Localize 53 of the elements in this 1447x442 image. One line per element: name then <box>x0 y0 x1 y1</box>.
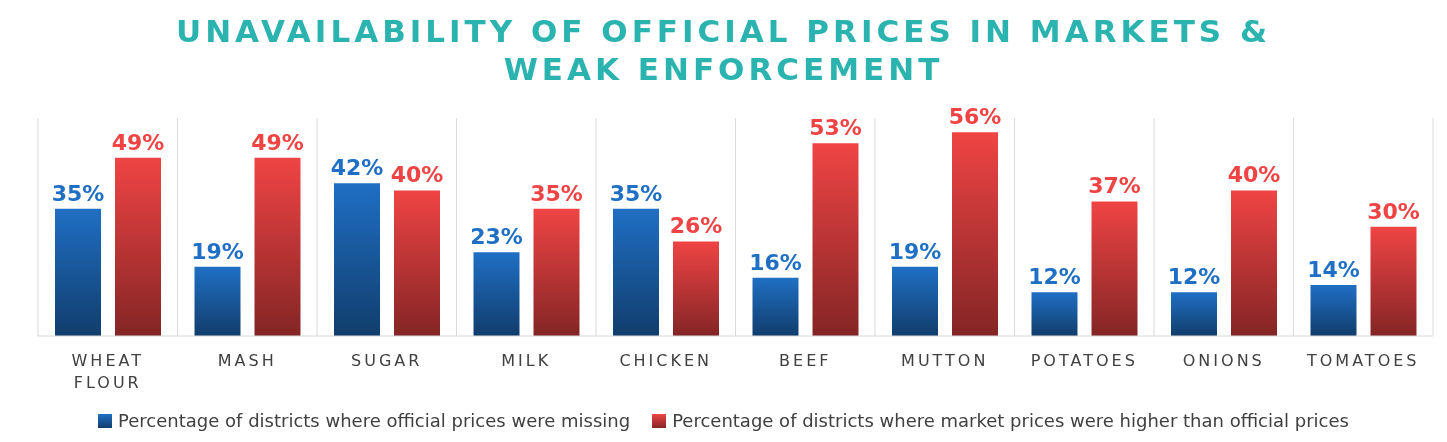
bar <box>194 266 241 336</box>
bar <box>752 277 799 336</box>
bar <box>952 132 998 336</box>
data-label: 19% <box>191 238 244 264</box>
data-label: 23% <box>470 224 523 250</box>
data-label: 30% <box>1367 198 1420 224</box>
x-tick-label: MASH <box>217 351 277 370</box>
data-label: 49% <box>111 129 165 155</box>
bar <box>115 157 161 336</box>
bar <box>1310 285 1357 336</box>
data-label: 56% <box>948 104 1002 130</box>
bar <box>892 266 938 336</box>
data-label: 16% <box>749 249 802 275</box>
bar <box>812 143 859 336</box>
bar <box>1231 190 1277 336</box>
bar <box>1370 226 1417 336</box>
data-label: 35% <box>51 180 105 206</box>
bar <box>473 252 520 336</box>
bar <box>55 208 101 336</box>
x-tick-label: MILK <box>501 351 552 370</box>
x-tick-label: CHICKEN <box>619 351 713 370</box>
data-label: 53% <box>809 115 862 141</box>
x-tick-label: TOMATOES <box>1305 351 1420 370</box>
bar <box>254 157 301 336</box>
data-label: 42% <box>330 155 384 181</box>
data-label: 35% <box>530 180 583 206</box>
data-label: 37% <box>1088 173 1141 199</box>
x-tick-label: ONIONS <box>1182 351 1265 370</box>
x-tick-label: MUTTON <box>901 351 989 370</box>
bar <box>394 190 440 336</box>
data-label: 40% <box>390 162 444 188</box>
data-label: 14% <box>1307 257 1360 283</box>
data-label: 26% <box>669 213 723 239</box>
data-label: 49% <box>251 129 304 155</box>
bar <box>1091 201 1138 336</box>
data-label: 12% <box>1028 264 1081 290</box>
bar <box>673 241 719 336</box>
data-label: 12% <box>1167 264 1221 290</box>
data-label: 40% <box>1227 162 1281 188</box>
data-label: 19% <box>888 238 942 264</box>
x-tick-label: BEEF <box>779 351 832 370</box>
legend-label: Percentage of districts where market prices were higher than official prices <box>672 410 1349 431</box>
bar <box>334 183 380 336</box>
x-tick-label: SUGAR <box>351 351 423 370</box>
bar <box>533 208 580 336</box>
x-tick-label: WHEAT FLOUR <box>71 351 144 392</box>
x-tick-label: POTATOES <box>1030 351 1138 370</box>
bar <box>1171 292 1217 336</box>
data-label: 35% <box>609 180 663 206</box>
bar <box>613 208 659 336</box>
legend-label: Percentage of districts where official prices were missing <box>118 410 631 431</box>
chart-title: UNAVAILABILITY OF OFFICIAL PRICES IN MARKETS & WEAK ENFORCEMENT <box>174 12 1272 88</box>
bar <box>1031 292 1078 336</box>
